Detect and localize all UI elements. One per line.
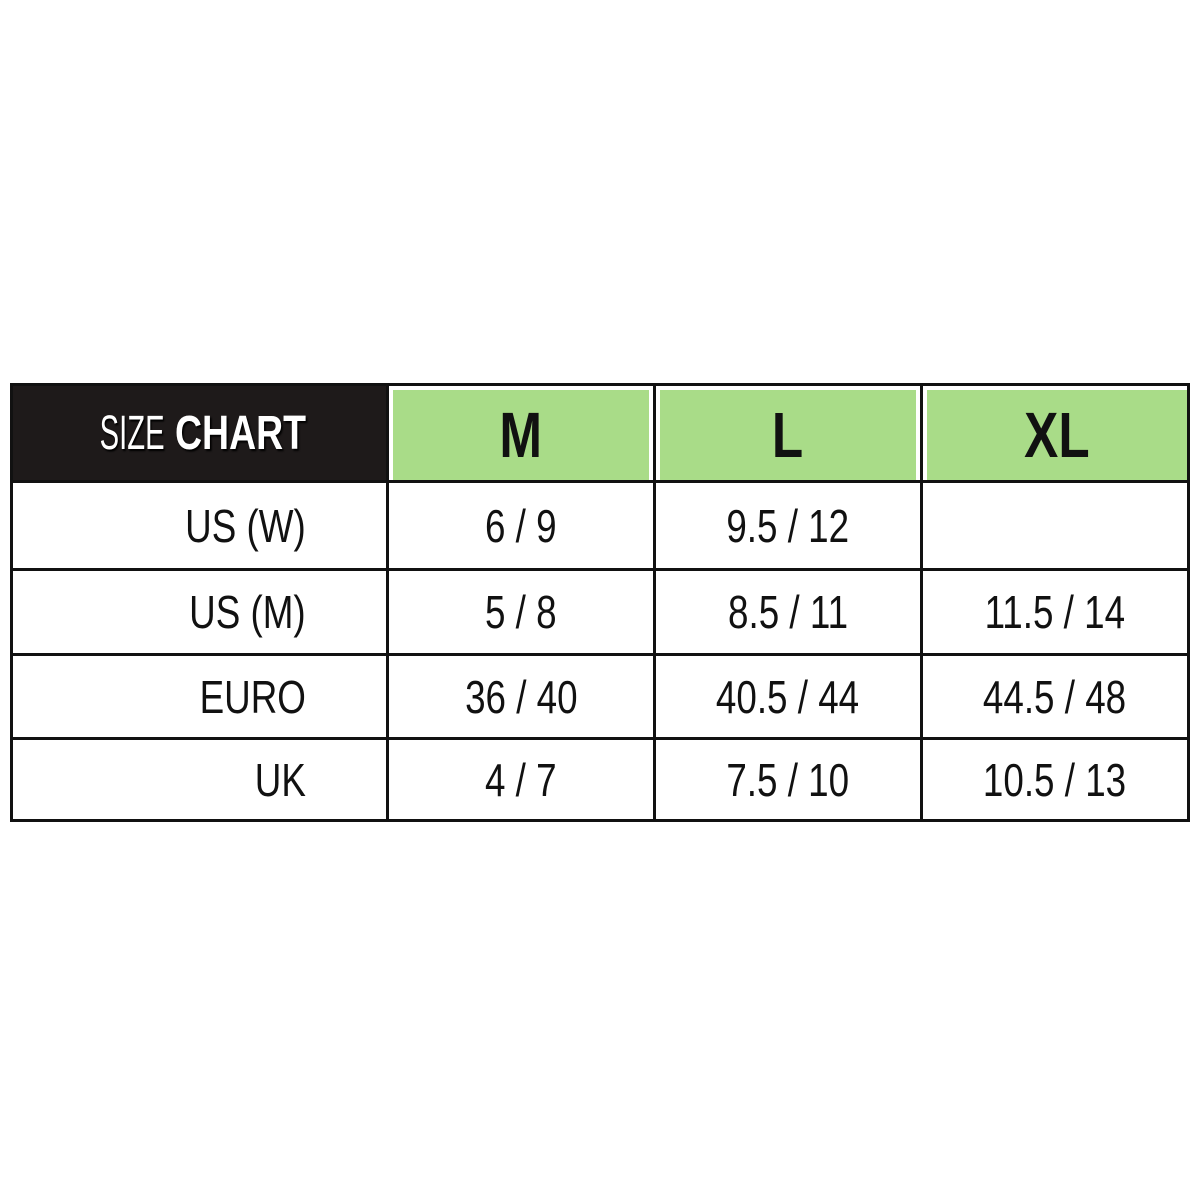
size-value-cell: 5 / 8 bbox=[389, 571, 656, 656]
size-value-cell-text: 10.5 / 13 bbox=[983, 753, 1127, 806]
row-label-text: US (M) bbox=[189, 586, 306, 638]
row-label: EURO bbox=[13, 656, 389, 740]
row-label-text: UK bbox=[254, 753, 306, 806]
size-value-cell-text: 11.5 / 14 bbox=[984, 586, 1126, 638]
table-title: SIZE CHART bbox=[81, 406, 306, 461]
size-value-cell: 11.5 / 14 bbox=[923, 571, 1187, 656]
row-label: US (M) bbox=[13, 571, 389, 656]
size-value-cell-text: 9.5 / 12 bbox=[726, 499, 850, 552]
size-value-cell: 4 / 7 bbox=[389, 740, 656, 819]
size-value-cell-text: 4 / 7 bbox=[485, 753, 557, 806]
size-value-cell: 44.5 / 48 bbox=[923, 656, 1187, 740]
size-label: XL bbox=[1024, 399, 1090, 471]
size-value-cell-text: 7.5 / 10 bbox=[726, 753, 850, 806]
size-value-cell-text: 40.5 / 44 bbox=[716, 670, 860, 723]
row-label: US (W) bbox=[13, 483, 389, 571]
size-value-cell: 9.5 / 12 bbox=[656, 483, 923, 571]
size-header-m: M bbox=[389, 386, 656, 483]
size-chart-table: SIZE CHART M L XL US (W) 6 / 9 9.5 / 12 US … bbox=[10, 383, 1190, 822]
size-value-cell: 8.5 / 11 bbox=[656, 571, 923, 656]
size-value-cell: 10.5 / 13 bbox=[923, 740, 1187, 819]
size-label: L bbox=[772, 399, 804, 471]
row-label-text: US (W) bbox=[185, 499, 306, 552]
title-light: SIZE bbox=[99, 406, 165, 460]
row-label: UK bbox=[13, 740, 389, 819]
title-bold: CHART bbox=[174, 406, 306, 460]
size-value-cell bbox=[923, 483, 1187, 571]
size-value-cell: 36 / 40 bbox=[389, 656, 656, 740]
size-value-cell-text: 36 / 40 bbox=[464, 670, 578, 723]
row-label-text: EURO bbox=[199, 670, 306, 723]
size-label: M bbox=[499, 399, 543, 471]
size-value-cell: 40.5 / 44 bbox=[656, 656, 923, 740]
size-value-cell-text: 5 / 8 bbox=[485, 586, 557, 638]
size-value-cell-text: 8.5 / 11 bbox=[727, 586, 849, 638]
size-header-l: L bbox=[656, 386, 923, 483]
size-value-cell: 7.5 / 10 bbox=[656, 740, 923, 819]
size-value-cell-text: 6 / 9 bbox=[485, 499, 557, 552]
table-title-cell: SIZE CHART bbox=[13, 386, 389, 483]
size-value-cell-text: 44.5 / 48 bbox=[983, 670, 1127, 723]
size-value-cell: 6 / 9 bbox=[389, 483, 656, 571]
size-header-xl: XL bbox=[923, 386, 1187, 483]
